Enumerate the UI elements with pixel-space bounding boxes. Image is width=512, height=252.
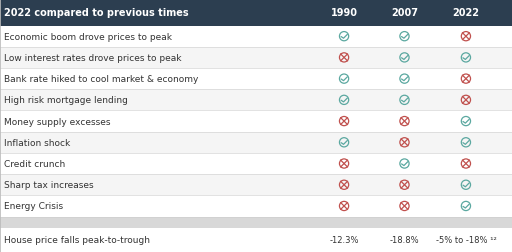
Bar — [0, 48, 512, 69]
Bar — [0, 174, 512, 196]
Text: Money supply excesses: Money supply excesses — [4, 117, 111, 126]
Bar — [0, 132, 512, 153]
Bar — [0, 153, 512, 174]
Text: 2007: 2007 — [391, 8, 418, 18]
Text: High risk mortgage lending: High risk mortgage lending — [4, 96, 128, 105]
Text: -18.8%: -18.8% — [390, 236, 419, 244]
Text: 2022 compared to previous times: 2022 compared to previous times — [4, 8, 189, 18]
Text: Economic boom drove prices to peak: Economic boom drove prices to peak — [4, 33, 172, 42]
Bar — [0, 111, 512, 132]
Text: Low interest rates drove prices to peak: Low interest rates drove prices to peak — [4, 54, 182, 63]
Text: Sharp tax increases: Sharp tax increases — [4, 180, 94, 190]
Text: Energy Crisis: Energy Crisis — [4, 202, 63, 211]
Text: Bank rate hiked to cool market & economy: Bank rate hiked to cool market & economy — [4, 75, 199, 84]
Bar — [0, 217, 512, 228]
Text: House price falls peak-to-trough: House price falls peak-to-trough — [4, 236, 150, 244]
Text: -12.3%: -12.3% — [329, 236, 359, 244]
Bar — [0, 228, 512, 252]
Text: Inflation shock: Inflation shock — [4, 138, 70, 147]
Text: -5% to -18% ¹²: -5% to -18% ¹² — [436, 236, 496, 244]
Bar — [0, 196, 512, 217]
Text: 1990: 1990 — [331, 8, 357, 18]
Bar — [0, 26, 512, 48]
Bar — [0, 0, 512, 26]
Text: 2022: 2022 — [453, 8, 479, 18]
Bar — [0, 69, 512, 90]
Text: Credit crunch: Credit crunch — [4, 159, 66, 168]
Bar — [0, 90, 512, 111]
